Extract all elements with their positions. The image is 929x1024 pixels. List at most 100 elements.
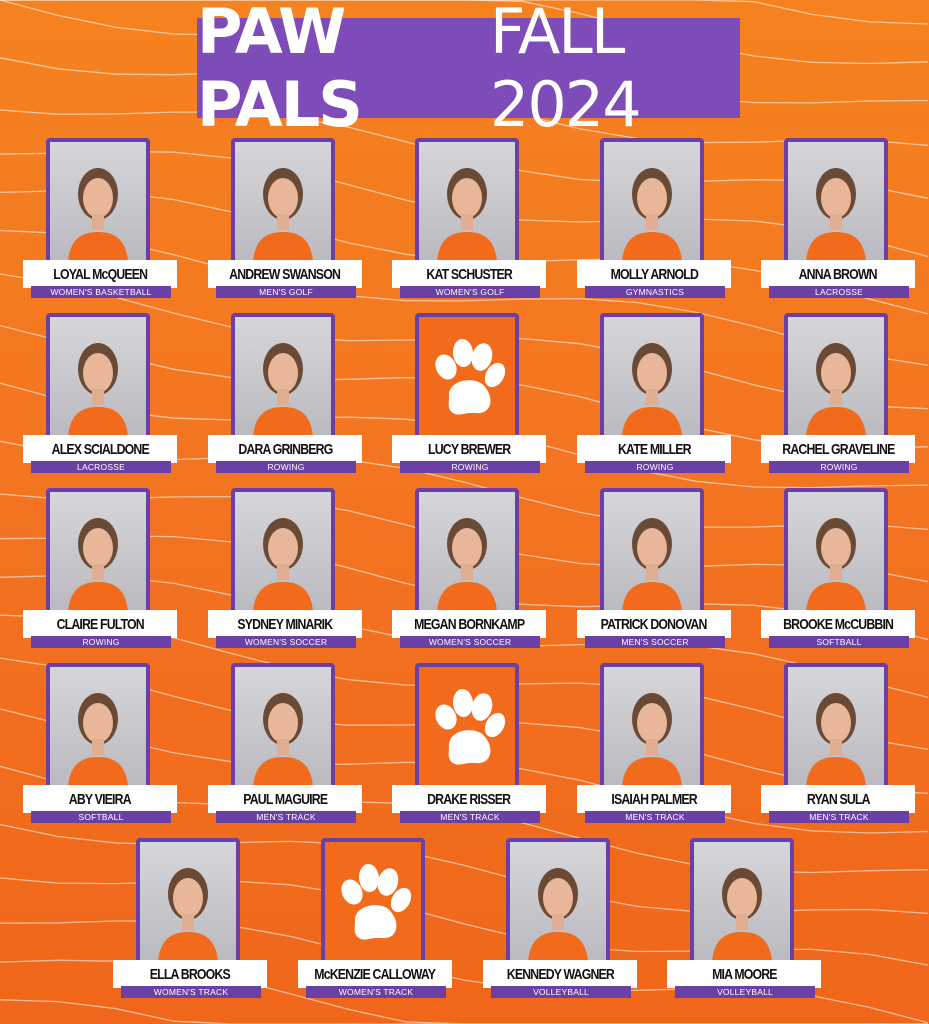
name-plate: SYDNEY MINARIK (208, 610, 362, 638)
athlete-card: RYAN SULA MEN'S TRACK (761, 663, 915, 825)
sport-label: VOLLEYBALL (491, 986, 631, 998)
athlete-photo (528, 868, 588, 962)
photo-frame (231, 138, 335, 266)
name-plate: DARA GRINBERG (208, 435, 362, 463)
athlete-name: PAUL MAGUIRE (242, 790, 328, 808)
photo-frame (415, 488, 519, 616)
athlete-card: ALEX SCIALDONE LACROSSE (23, 313, 177, 475)
paw-icon (341, 864, 412, 940)
athlete-photo (253, 693, 313, 787)
athlete-photo (68, 693, 128, 787)
athlete-photo (806, 343, 866, 437)
paw-icon (435, 339, 506, 415)
photo-frame (506, 838, 610, 966)
name-plate: ELLA BROOKS (113, 960, 267, 988)
sport-label: WOMEN'S SOCCER (400, 636, 540, 648)
athlete-name: ISAIAH PALMER (611, 790, 697, 808)
photo-frame (415, 138, 519, 266)
athlete-photo (68, 343, 128, 437)
name-plate: MOLLY ARNOLD (577, 260, 731, 288)
photo-frame (231, 663, 335, 791)
name-plate: LOYAL McQUEEN (23, 260, 177, 288)
athlete-card: MEGAN BORNKAMP WOMEN'S SOCCER (392, 488, 546, 650)
athlete-photo (158, 868, 218, 962)
photo-frame (46, 488, 150, 616)
sport-label: MEN'S TRACK (400, 811, 540, 823)
name-plate: MIA MOORE (667, 960, 821, 988)
name-plate: ALEX SCIALDONE (23, 435, 177, 463)
athlete-card: ISAIAH PALMER MEN'S TRACK (577, 663, 731, 825)
athlete-card: LOYAL McQUEEN WOMEN'S BASKETBALL (23, 138, 177, 300)
photo-frame (784, 663, 888, 791)
athlete-photo (806, 518, 866, 612)
athlete-card: DRAKE RISSER MEN'S TRACK (392, 663, 546, 825)
athlete-photo (806, 693, 866, 787)
name-plate: ANNA BROWN (761, 260, 915, 288)
name-plate: DRAKE RISSER (392, 785, 546, 813)
athlete-card: PAUL MAGUIRE MEN'S TRACK (208, 663, 362, 825)
athlete-name: RYAN SULA (806, 790, 871, 808)
sport-label: MEN'S TRACK (769, 811, 909, 823)
sport-label: SOFTBALL (31, 811, 171, 823)
athlete-card: ELLA BROOKS WOMEN'S TRACK (113, 838, 267, 1000)
athlete-card: MIA MOORE VOLLEYBALL (667, 838, 821, 1000)
athlete-name: MOLLY ARNOLD (610, 265, 698, 283)
paw-logo-frame (415, 663, 519, 791)
athlete-card: ABY VIEIRA SOFTBALL (23, 663, 177, 825)
athlete-photo (622, 168, 682, 262)
name-plate: LUCY BREWER (392, 435, 546, 463)
athlete-name: ANDREW SWANSON (229, 265, 342, 283)
athlete-name: ABY VIEIRA (69, 790, 132, 808)
athlete-card: RACHEL GRAVELINE ROWING (761, 313, 915, 475)
athlete-card: LUCY BREWER ROWING (392, 313, 546, 475)
athlete-photo (68, 518, 128, 612)
name-plate: PAUL MAGUIRE (208, 785, 362, 813)
name-plate: KATE MILLER (577, 435, 731, 463)
wave-line (0, 0, 929, 65)
photo-frame (46, 663, 150, 791)
photo-frame (784, 138, 888, 266)
title-bold: PAW PALS (197, 0, 363, 141)
photo-frame (600, 663, 704, 791)
photo-frame (46, 138, 150, 266)
athlete-name: KAT SCHUSTER (426, 265, 512, 283)
athlete-card: ANDREW SWANSON MEN'S GOLF (208, 138, 362, 300)
photo-frame (231, 313, 335, 441)
name-plate: McKENZIE CALLOWAY (298, 960, 452, 988)
athlete-photo (253, 518, 313, 612)
photo-frame (600, 138, 704, 266)
athlete-card: DARA GRINBERG ROWING (208, 313, 362, 475)
sport-label: VOLLEYBALL (675, 986, 815, 998)
photo-frame (784, 488, 888, 616)
photo-frame (46, 313, 150, 441)
athlete-photo (437, 518, 497, 612)
sport-label: MEN'S GOLF (216, 286, 356, 298)
athlete-photo (68, 168, 128, 262)
name-plate: KAT SCHUSTER (392, 260, 546, 288)
sport-label: ROWING (769, 461, 909, 473)
name-plate: ISAIAH PALMER (577, 785, 731, 813)
sport-label: ROWING (216, 461, 356, 473)
athlete-card: KATE MILLER ROWING (577, 313, 731, 475)
sport-label: ROWING (31, 636, 171, 648)
name-plate: RACHEL GRAVELINE (761, 435, 915, 463)
sport-label: WOMEN'S SOCCER (216, 636, 356, 648)
sport-label: WOMEN'S TRACK (306, 986, 446, 998)
name-plate: CLAIRE FULTON (23, 610, 177, 638)
athlete-name: MIA MOORE (711, 965, 777, 983)
athlete-card: MOLLY ARNOLD GYMNASTICS (577, 138, 731, 300)
name-plate: KENNEDY WAGNER (483, 960, 637, 988)
athlete-card: KAT SCHUSTER WOMEN'S GOLF (392, 138, 546, 300)
photo-frame (136, 838, 240, 966)
title-light: FALL 2024 (489, 0, 642, 141)
sport-label: WOMEN'S TRACK (121, 986, 261, 998)
sport-label: GYMNASTICS (585, 286, 725, 298)
wave-line (0, 229, 929, 366)
athlete-name: CLAIRE FULTON (56, 615, 144, 633)
athlete-photo (712, 868, 772, 962)
athlete-card: KENNEDY WAGNER VOLLEYBALL (483, 838, 637, 1000)
athlete-name: PATRICK DONOVAN (601, 615, 708, 633)
sport-label: LACROSSE (769, 286, 909, 298)
athlete-name: DRAKE RISSER (427, 790, 511, 808)
athlete-name: MEGAN BORNKAMP (413, 615, 525, 633)
